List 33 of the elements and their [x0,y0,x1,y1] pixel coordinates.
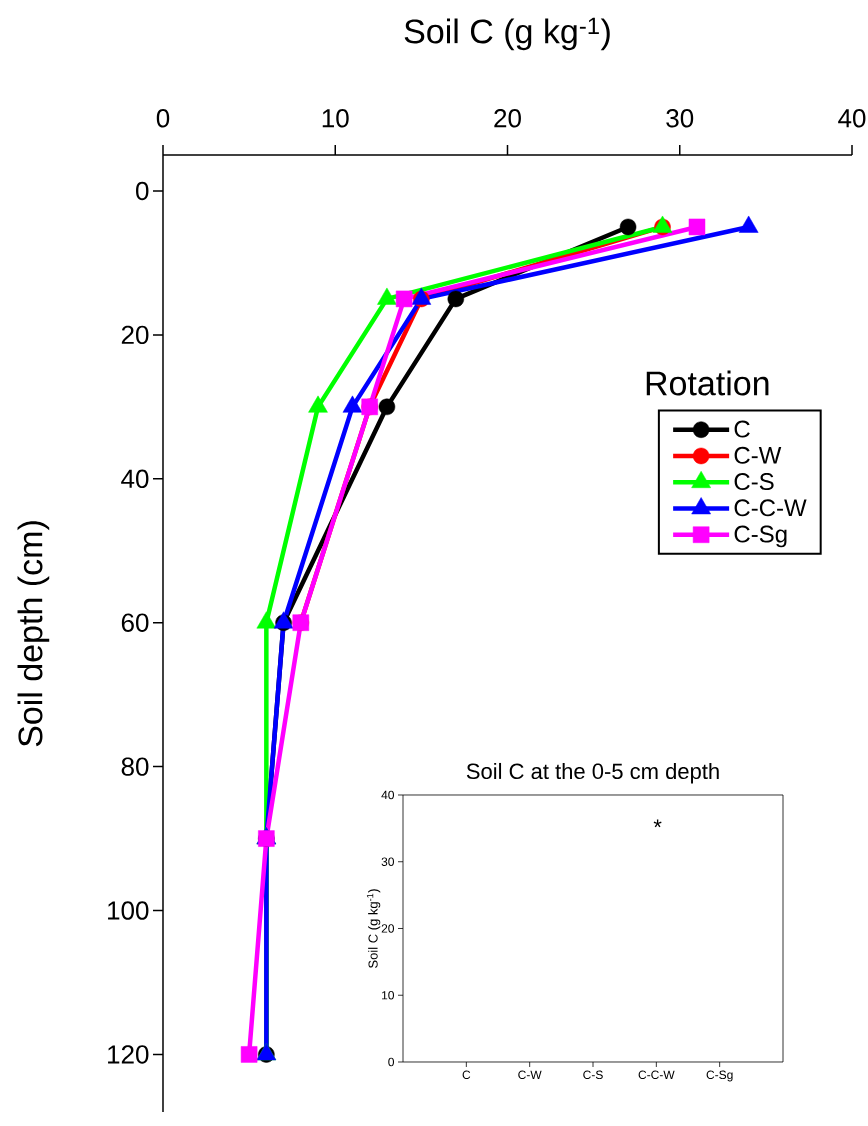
legend-label: C-C-W [734,499,807,517]
x-tick-label: C-Sg [706,1070,733,1082]
y-tick-label: 80 [121,757,149,776]
x-axis-title: Soil C (g kg$^{-1}$) [404,17,610,51]
y-axis-title: Soil depth (cm) [17,521,50,747]
legend-label: C [734,420,750,438]
y-axis-title: Soil C (g kg$^{-1}$) [366,889,381,968]
y-tick-label: 40 [381,790,395,800]
x-tick-label: C [462,1070,471,1080]
chart-title: Soil C at the 0-5 cm depth [466,762,719,784]
y-tick-label: 0 [136,181,149,201]
legend-label: C-W [734,446,782,464]
legend-label: C-Sg [734,525,787,548]
y-tick-label: 20 [121,325,149,345]
y-tick-label: 60 [121,613,149,632]
x-tick-label: 30 [666,109,694,128]
x-tick-label: C-S [583,1070,603,1080]
y-tick-label: 30 [381,857,395,866]
y-tick-label: 100 [108,901,149,920]
x-tick-label: 40 [838,109,866,128]
legend-label: C-S [734,473,774,491]
y-tick-label: 40 [121,469,149,488]
x-tick-label: 20 [494,109,521,128]
x-tick-label: 10 [322,109,349,128]
y-tick-label: 120 [108,1045,149,1064]
x-tick-label: C-W [518,1070,542,1080]
y-tick-label: 0 [388,1057,395,1067]
legend-title: Rotation [646,370,769,396]
x-tick-label: 0 [156,109,170,128]
y-tick-label: 20 [381,924,395,933]
y-tick-label: 10 [382,991,395,1000]
x-tick-label: C-C-W [638,1070,675,1080]
annotation: * [653,819,662,828]
